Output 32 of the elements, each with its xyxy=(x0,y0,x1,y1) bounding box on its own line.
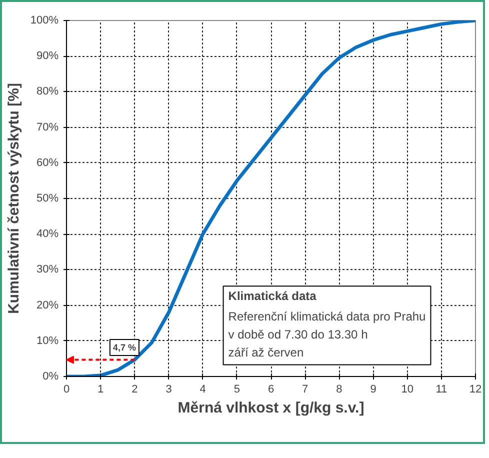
x-axis-title: Měrná vlhkost x [g/kg s.v.] xyxy=(178,400,364,416)
y-tick-label: 10% xyxy=(36,334,59,347)
x-tick-label: 11 xyxy=(436,384,448,396)
x-tick-label: 12 xyxy=(469,384,482,396)
y-tick-label: 70% xyxy=(36,121,59,134)
annotation: v době od 7.30 do 13.30 h xyxy=(228,328,368,342)
y-tick-label: 80% xyxy=(36,86,59,98)
annotation: Klimatická data xyxy=(228,288,317,303)
x-tick-label: 5 xyxy=(234,384,240,396)
annotation: září až červen xyxy=(228,346,304,360)
y-tick-label: 40% xyxy=(36,228,59,240)
x-tick-label: 3 xyxy=(166,384,172,396)
x-tick-label: 0 xyxy=(63,384,70,396)
y-tick-label: 100% xyxy=(30,14,59,26)
y-tick-label: 0% xyxy=(42,370,59,382)
x-tick-label: 7 xyxy=(302,384,308,396)
x-tick-label: 1 xyxy=(98,384,104,396)
y-tick-label: 30% xyxy=(36,264,59,276)
y-tick-label: 90% xyxy=(36,50,59,62)
x-tick-label: 8 xyxy=(336,384,342,396)
y-tick-label: 60% xyxy=(36,156,59,169)
x-tick-label: 2 xyxy=(132,384,138,396)
line-series xyxy=(66,20,476,376)
y-axis-title: Kumulativní četnost výskytu [%] xyxy=(5,83,22,314)
x-tick-label: 6 xyxy=(268,384,274,396)
annotation: Referenční klimatická data pro Prahu xyxy=(228,309,426,324)
x-tick-label: 10 xyxy=(401,384,414,396)
x-tick-label: 4 xyxy=(200,384,206,396)
y-tick-label: 50% xyxy=(36,192,59,204)
y-tick-label: 20% xyxy=(36,299,59,312)
annotation: 4,7 % xyxy=(112,342,136,352)
x-tick-label: 9 xyxy=(370,384,376,396)
